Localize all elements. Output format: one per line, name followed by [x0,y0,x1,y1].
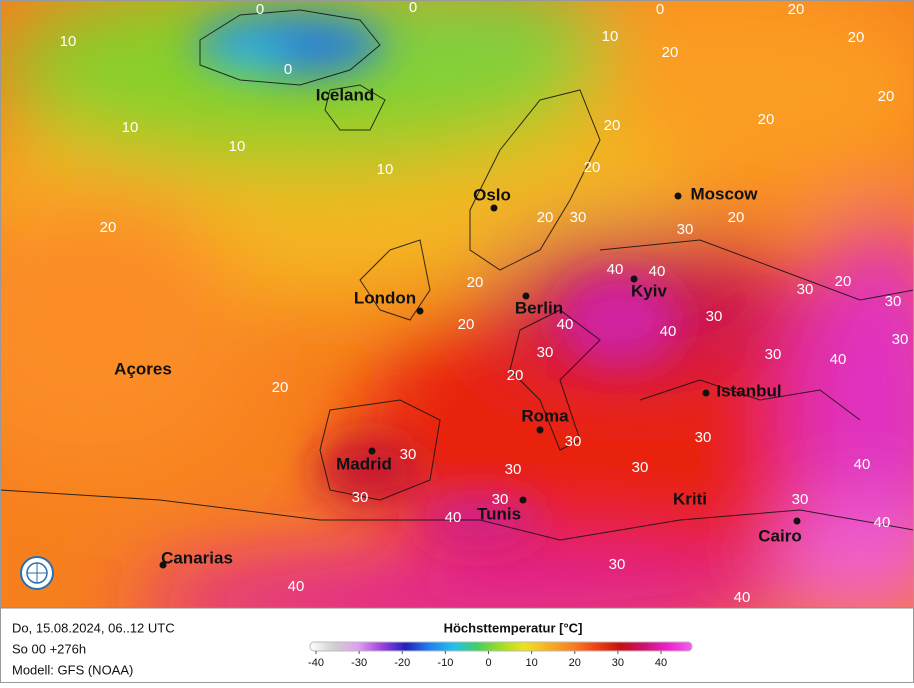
contour-label: 40 [607,261,624,278]
colorbar-tick-label: 30 [612,657,624,669]
contour-label: 20 [604,117,621,134]
contour-label: 40 [445,509,462,526]
contour-label: 20 [788,1,805,18]
city-dot [536,426,544,434]
city-label: Iceland [316,85,375,104]
contour-label: 40 [830,351,847,368]
contour-label: 20 [537,209,554,226]
contour-label: 40 [649,263,666,280]
city-label: Tunis [477,504,521,523]
contour-label: 30 [609,556,626,573]
contour-label: 40 [854,456,871,473]
contour-label: 30 [892,331,909,348]
contour-label: 20 [758,111,775,128]
city-label: London [354,288,416,307]
coastlines [0,9,914,541]
city-dot [674,192,682,200]
logo [20,556,54,590]
contour-label: 30 [400,446,417,463]
colorbar-tick-label: -40 [308,657,324,669]
colorbar-tick-label: -30 [351,657,367,669]
contour-label: 30 [492,491,509,508]
city-dot [793,517,801,525]
colorbar-tick-label: 10 [526,657,538,669]
contour-label: 30 [632,459,649,476]
colorbar-tick-label: 20 [569,657,581,669]
city-dot [702,389,710,397]
contour-label: 40 [660,323,677,340]
contour-label: 30 [677,221,694,238]
city-dot [519,496,527,504]
contour-label: 20 [728,209,745,226]
colorbar-tick-label: -20 [394,657,410,669]
contour-label: 30 [797,281,814,298]
temperature-field: 0 0 0 0 10 10 20 20 20 20 10 10 10 20 20 20 20 20 30 30 20 40… [0,0,914,608]
city-label: Madrid [336,454,392,473]
city-label: Istanbul [716,381,781,400]
colorbar-tick-label: -10 [437,657,453,669]
contour-label: 30 [352,489,369,506]
contour-label: 40 [734,589,751,606]
city-dot [630,275,638,283]
city-label: Moscow [690,184,758,203]
contour-label: 30 [505,461,522,478]
contour-label: 20 [507,367,524,384]
contour-label: 20 [467,274,484,291]
city-dot [368,447,376,455]
city-label: Canarias [161,548,233,567]
city-labels: Iceland Oslo Moscow London Berlin Kyiv Açores I… [114,85,802,569]
colorbar-tick-label: 0 [485,657,491,669]
contour-label: 20 [848,29,865,46]
contour-label: 30 [706,308,723,325]
contour-label: 20 [878,88,895,105]
contour-label: 20 [100,219,117,236]
legend: -40 -30 -20 -10 0 10 20 30 40 [308,641,693,669]
model: Modell: GFS (NOAA) [12,662,133,677]
contour-label: 20 [272,379,289,396]
city-dot [416,307,424,315]
contour-label: 30 [792,491,809,508]
contour-label: 20 [835,273,852,290]
city-label: Berlin [515,298,563,317]
contour-label: 30 [765,346,782,363]
contour-label: 20 [584,159,601,176]
contour-label: 0 [409,0,417,16]
contour-label: 40 [557,316,574,333]
contour-label: 40 [288,578,305,595]
city-label: Oslo [473,185,511,204]
contour-label: 10 [602,28,619,45]
city-dot [522,292,530,300]
contour-label: 30 [565,433,582,450]
contour-label: 20 [458,316,475,333]
contour-label: 10 [377,161,394,178]
contour-label: 10 [60,33,77,50]
contour-label: 40 [874,514,891,531]
run-time: Do, 15.08.2024, 06..12 UTC [12,620,175,635]
colorbar [309,641,693,652]
contour-label: 20 [662,44,679,61]
city-label: Kriti [673,489,707,508]
city-label: Açores [114,359,172,378]
contour-labels: 0 0 0 0 10 10 20 20 20 20 10 10 10 20 20 20 20 20 30 30 20 40… [60,0,909,606]
colorbar-tick-label: 40 [655,657,667,669]
contour-label: 30 [570,209,587,226]
contour-label: 30 [537,344,554,361]
contour-label: 30 [885,293,902,310]
city-label: Kyiv [631,281,667,300]
contour-label: 0 [284,61,292,78]
lead-time: So 00 +276h [12,641,86,656]
contour-label: 10 [229,138,246,155]
contour-label: 10 [122,119,139,136]
contour-label: 0 [256,1,264,18]
contour-label: 30 [695,429,712,446]
city-label: Roma [521,406,569,425]
contour-label: 0 [656,1,664,18]
city-label: Cairo [758,526,801,545]
legend-title: Höchsttemperatur [°C] [444,620,583,635]
city-dot [490,204,498,212]
city-dot [159,561,167,569]
